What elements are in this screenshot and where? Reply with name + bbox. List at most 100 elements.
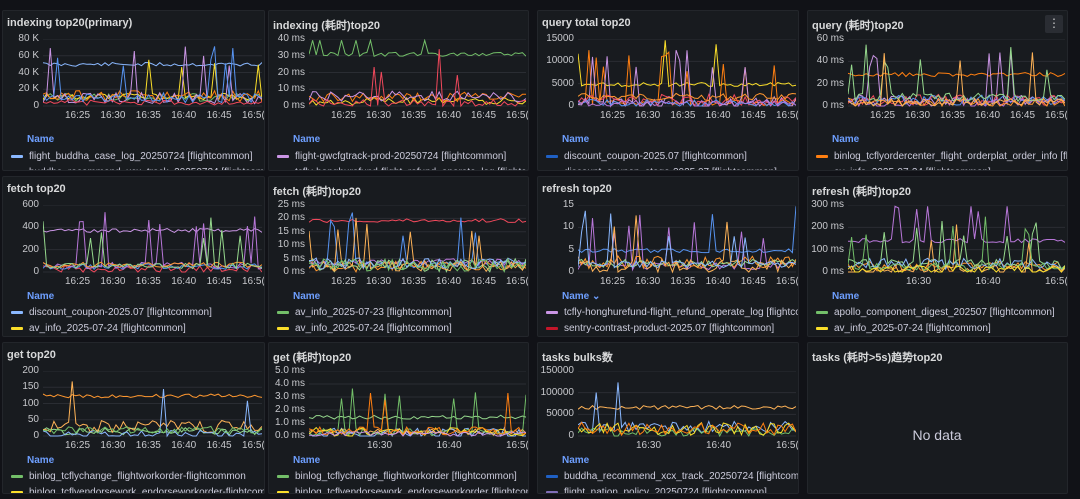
legend-item[interactable]: av_info_2025-07-24 [flightcommon]: [277, 323, 452, 334]
legend-item[interactable]: av_info_2025-07-23 [flightcommon]: [277, 307, 452, 318]
panel-title[interactable]: indexing (耗时)top20: [273, 20, 380, 32]
series-line: [43, 217, 262, 270]
legend-header[interactable]: Name ⌄: [562, 291, 601, 302]
legend-item[interactable]: discount_coupon_stage-2025.07 [flightcom…: [546, 167, 777, 170]
series-line: [43, 425, 262, 435]
panel-8[interactable]: refresh (耗时)top20 300 ms 200 ms 100 ms 0 ms 1…: [807, 176, 1068, 337]
panel-9[interactable]: get top20 200 150 100 50 0 16:25 16:30 16:35 16:4…: [2, 342, 265, 494]
series-line: [43, 381, 262, 434]
y-tick-label: 20 ms: [277, 212, 305, 224]
legend-item[interactable]: av_info_2025-07-24 [flightcommon]: [11, 323, 186, 334]
timeseries-plot[interactable]: [309, 39, 526, 108]
legend-item[interactable]: discount_coupon-2025.07 [flightcommon]: [11, 307, 212, 318]
panel-title[interactable]: tasks (耗时>5s)趋势top20: [812, 352, 943, 364]
panel-title[interactable]: refresh (耗时)top20: [812, 186, 912, 198]
x-tick-label: 16:45: [206, 110, 232, 121]
legend-item[interactable]: binlog_tcflyendorsework_endorseworkorder…: [11, 487, 264, 493]
legend-item[interactable]: binlog_tcflychange_flightworkorder-fligh…: [11, 471, 246, 482]
x-tick-label: 16:25: [870, 110, 896, 121]
legend-header[interactable]: Name: [562, 134, 590, 145]
legend-color-swatch: [546, 326, 558, 330]
legend-header[interactable]: Name: [832, 291, 860, 302]
y-tick-label: 20 K: [18, 83, 39, 95]
timeseries-plot[interactable]: [309, 205, 526, 274]
legend-item[interactable]: flight-gwcfgtrack-prod-20250724 [flightc…: [277, 151, 506, 162]
x-tick-label: 16:35: [135, 276, 161, 287]
panel-title[interactable]: fetch top20: [7, 183, 66, 195]
timeseries-plot[interactable]: [309, 371, 526, 438]
series-line: [309, 392, 526, 436]
y-tick-label: 60 K: [18, 49, 39, 61]
timeseries-plot[interactable]: [578, 371, 796, 438]
legend-header[interactable]: Name: [562, 455, 590, 466]
legend-item[interactable]: av_info_2025-07-24 [flightcommon]: [816, 323, 991, 334]
panel-title[interactable]: fetch (耗时)top20: [273, 186, 361, 198]
x-tick-label: 16:25: [65, 440, 91, 451]
x-tick-label: 16:35: [670, 276, 696, 287]
panel-title[interactable]: query total top20: [542, 17, 631, 29]
legend-header[interactable]: Name: [293, 455, 321, 466]
legend-item[interactable]: binlog_tcflyordercenter_flight_orderplat…: [816, 151, 1067, 162]
y-tick-label: 0.0 ms: [274, 430, 305, 441]
series-line: [43, 426, 262, 436]
panel-title[interactable]: get top20: [7, 349, 56, 361]
legend-header[interactable]: Name: [27, 455, 55, 466]
panel-4[interactable]: query (耗时)top20 ⋮ 60 ms 40 ms 20 ms 0 ms 16:25…: [807, 10, 1068, 171]
panel-12[interactable]: tasks (耗时>5s)趋势top20 No data: [807, 342, 1068, 494]
legend-color-swatch: [816, 154, 828, 158]
legend-item[interactable]: binlog_tcflychange_flightworkorder [flig…: [277, 471, 517, 482]
legend-item[interactable]: tcfly-honghurefund-flight_refund_operate…: [277, 167, 528, 170]
timeseries-plot[interactable]: [848, 205, 1065, 274]
legend-item[interactable]: buddha_recommend_xcx_track_20250724 [fli…: [11, 167, 264, 170]
legend-header[interactable]: Name: [832, 134, 860, 145]
legend-item[interactable]: av_info_2025-07-24 [flightcommon]: [816, 167, 991, 170]
legend-header[interactable]: Name: [293, 291, 321, 302]
panel-title[interactable]: get (耗时)top20: [273, 352, 352, 364]
timeseries-plot[interactable]: [43, 205, 262, 274]
timeseries-plot[interactable]: [578, 205, 796, 274]
legend-item[interactable]: buddha_recommend_xcx_track_20250724 [fli…: [546, 471, 799, 482]
panel-3[interactable]: query total top20 15000 10000 5000 0 16:25 16:…: [537, 10, 799, 171]
panel-6[interactable]: fetch (耗时)top20 25 ms 20 ms 15 ms 10 ms 5 ms 0…: [268, 176, 529, 337]
series-line: [578, 210, 796, 269]
panel-11[interactable]: tasks bulks数 150000 100000 50000 0 16:30 16:40…: [537, 342, 799, 494]
legend-header[interactable]: Name: [293, 134, 321, 145]
timeseries-plot[interactable]: [848, 39, 1065, 108]
panel-title[interactable]: indexing top20(primary): [7, 17, 133, 29]
legend-item[interactable]: flight_buddha_case_log_20250724 [flightc…: [11, 151, 253, 162]
panel-title[interactable]: query (耗时)top20: [812, 20, 904, 32]
legend-item[interactable]: binlog_tcflyendorsework_endorseworkorder…: [277, 487, 528, 493]
panel-2[interactable]: indexing (耗时)top20 40 ms 30 ms 20 ms 10 ms 0 …: [268, 10, 529, 171]
series-line: [848, 216, 1065, 272]
x-tick-label: 16:40: [705, 276, 731, 287]
x-tick-label: 16:30: [367, 440, 393, 451]
panel-title[interactable]: refresh top20: [542, 183, 612, 195]
legend-header[interactable]: Name: [27, 134, 55, 145]
y-tick-label: 50000: [546, 408, 574, 420]
legend-item[interactable]: tcfly-honghurefund-flight_refund_operate…: [546, 307, 798, 318]
series-line: [578, 40, 796, 88]
legend-header[interactable]: Name: [27, 291, 55, 302]
x-tick-label: 16:5(: [506, 440, 529, 451]
legend-label: binlog_tcflychange_flightworkorder [flig…: [295, 471, 517, 482]
timeseries-plot[interactable]: [43, 39, 262, 108]
timeseries-plot[interactable]: [43, 371, 262, 438]
legend-item[interactable]: discount_coupon-2025.07 [flightcommon]: [546, 151, 747, 162]
timeseries-plot[interactable]: [578, 39, 796, 108]
legend-item[interactable]: sentry-contrast-product-2025.07 [flightc…: [546, 323, 774, 334]
series-line: [848, 224, 1065, 274]
panel-10[interactable]: get (耗时)top20 5.0 ms 4.0 ms 3.0 ms 2.0 ms 1.0…: [268, 342, 529, 494]
panel-1[interactable]: indexing top20(primary) 80 K 60 K 40 K 20 K 0…: [2, 10, 265, 171]
panel-5[interactable]: fetch top20 600 400 200 0 16:25 16:30 16:35 16:4…: [2, 176, 265, 337]
y-tick-label: 5000: [551, 77, 574, 89]
panel-menu-button[interactable]: ⋮: [1045, 15, 1063, 33]
no-data-message: No data: [912, 427, 962, 443]
y-tick-label: 25 ms: [277, 199, 305, 210]
panel-7[interactable]: refresh top20 15 10 5 0 16:25 16:30 16:35 16:40 1…: [537, 176, 799, 337]
legend-item[interactable]: flight_nation_policy_20250724 [flightcom…: [546, 487, 767, 493]
legend-label: tcfly-honghurefund-flight_refund_operate…: [295, 167, 528, 170]
legend-label: buddha_recommend_xcx_track_20250724 [fli…: [564, 471, 799, 482]
y-tick-label: 5 ms: [283, 252, 305, 264]
legend-item[interactable]: apollo_component_digest_202507 [flightco…: [816, 307, 1055, 318]
panel-title[interactable]: tasks bulks数: [542, 352, 613, 364]
